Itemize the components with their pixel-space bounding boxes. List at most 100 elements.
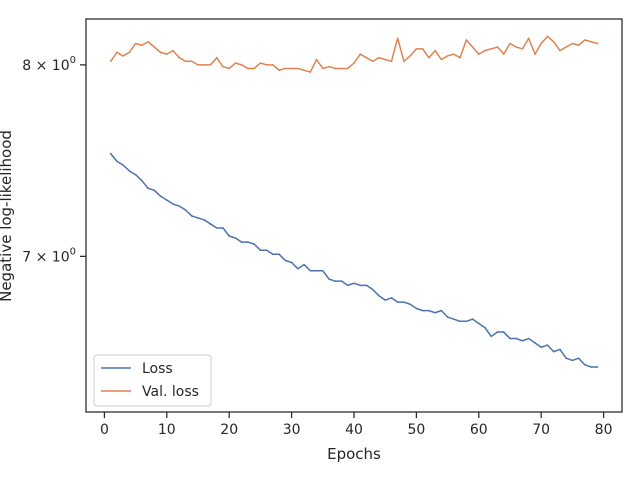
- data-point-val-loss: [197, 64, 199, 66]
- data-point-loss: [172, 203, 174, 205]
- data-point-loss: [109, 152, 112, 155]
- data-point-loss: [116, 160, 118, 163]
- data-point-val-loss: [527, 37, 530, 40]
- plot-area-frame: [85, 18, 623, 413]
- data-point-val-loss: [440, 58, 443, 61]
- data-point-val-loss: [234, 62, 237, 64]
- data-point-val-loss: [247, 67, 249, 70]
- x-tick-label: 30: [283, 422, 301, 438]
- data-point-loss: [303, 263, 305, 266]
- data-point-val-loss: [265, 64, 268, 66]
- data-point-loss: [209, 223, 212, 225]
- y-axis-label: Negative log-likelihood: [0, 130, 15, 302]
- data-point-val-loss: [272, 64, 274, 66]
- data-point-val-loss: [453, 53, 455, 55]
- data-point-loss: [546, 344, 549, 346]
- data-point-val-loss: [378, 56, 380, 59]
- data-point-val-loss: [559, 49, 561, 52]
- data-point-loss: [446, 316, 449, 318]
- data-point-loss: [565, 357, 567, 360]
- x-tick-label: 50: [407, 422, 425, 438]
- data-point-loss: [515, 337, 518, 340]
- data-point-loss: [490, 335, 493, 338]
- data-point-loss: [265, 249, 268, 252]
- data-point-val-loss: [141, 44, 143, 47]
- data-point-loss: [197, 217, 199, 219]
- data-point-loss: [309, 269, 312, 272]
- data-point-loss: [141, 179, 143, 182]
- data-point-loss: [297, 267, 299, 270]
- data-point-val-loss: [209, 64, 212, 66]
- data-point-val-loss: [384, 58, 387, 61]
- x-axis: 0 10 20 30 40 50 60 70 80: [100, 412, 613, 438]
- data-point-loss: [328, 278, 330, 280]
- data-point-val-loss: [159, 51, 162, 54]
- data-point-val-loss: [253, 67, 255, 70]
- data-point-loss: [434, 311, 436, 314]
- data-point-loss: [272, 253, 274, 256]
- data-point-val-loss: [421, 48, 424, 50]
- data-point-loss: [178, 205, 181, 207]
- data-point-loss: [340, 280, 343, 282]
- data-point-val-loss: [459, 56, 461, 59]
- data-point-val-loss: [534, 53, 536, 55]
- data-point-val-loss: [577, 44, 580, 47]
- data-point-loss: [253, 243, 255, 245]
- data-point-val-loss: [178, 56, 181, 59]
- data-point-val-loss: [322, 67, 324, 70]
- data-point-loss: [577, 357, 580, 360]
- data-point-loss: [478, 322, 480, 325]
- data-point-loss: [365, 284, 368, 287]
- data-point-val-loss: [515, 46, 518, 48]
- data-point-val-loss: [403, 60, 405, 63]
- data-point-val-loss: [496, 46, 499, 48]
- data-point-loss: [502, 331, 505, 333]
- data-point-loss: [234, 237, 237, 239]
- data-point-val-loss: [509, 42, 511, 45]
- data-point-val-loss: [552, 40, 555, 43]
- data-point-val-loss: [584, 39, 586, 41]
- data-point-val-loss: [278, 69, 280, 72]
- data-point-loss: [166, 199, 168, 201]
- data-point-loss: [440, 309, 443, 312]
- data-point-loss: [596, 366, 599, 368]
- data-point-loss: [353, 282, 355, 285]
- data-point-val-loss: [153, 46, 156, 48]
- data-point-val-loss: [166, 53, 168, 55]
- data-point-loss: [134, 173, 137, 176]
- data-point-loss: [159, 195, 162, 197]
- data-point-val-loss: [409, 55, 411, 57]
- data-point-loss: [371, 288, 374, 291]
- data-point-val-loss: [596, 42, 599, 45]
- data-point-loss: [471, 318, 474, 320]
- data-point-val-loss: [502, 53, 505, 55]
- data-point-val-loss: [478, 53, 480, 55]
- data-point-loss: [384, 299, 387, 301]
- data-point-val-loss: [122, 55, 124, 57]
- data-point-val-loss: [546, 35, 549, 38]
- data-point-val-loss: [290, 67, 293, 70]
- data-point-val-loss: [147, 40, 149, 43]
- y-axis: 8 × 100 7 × 100: [22, 55, 86, 265]
- data-point-val-loss: [390, 60, 393, 63]
- data-point-val-loss: [540, 42, 542, 45]
- data-point-loss: [534, 342, 536, 344]
- data-point-val-loss: [128, 51, 131, 54]
- data-point-loss: [527, 337, 530, 340]
- data-point-val-loss: [315, 58, 318, 61]
- data-point-val-loss: [446, 55, 449, 57]
- data-point-val-loss: [303, 69, 305, 72]
- data-point-val-loss: [521, 48, 524, 50]
- data-point-loss: [278, 253, 280, 256]
- data-point-loss: [247, 241, 249, 243]
- data-point-val-loss: [116, 51, 118, 54]
- data-point-loss: [484, 326, 486, 329]
- data-point-loss: [421, 309, 424, 312]
- data-point-loss: [590, 366, 592, 368]
- data-point-loss: [322, 269, 324, 272]
- x-tick-label: 0: [100, 422, 109, 438]
- data-point-val-loss: [346, 67, 349, 70]
- data-point-loss: [315, 269, 318, 272]
- data-point-loss: [290, 261, 293, 264]
- data-point-val-loss: [371, 60, 374, 63]
